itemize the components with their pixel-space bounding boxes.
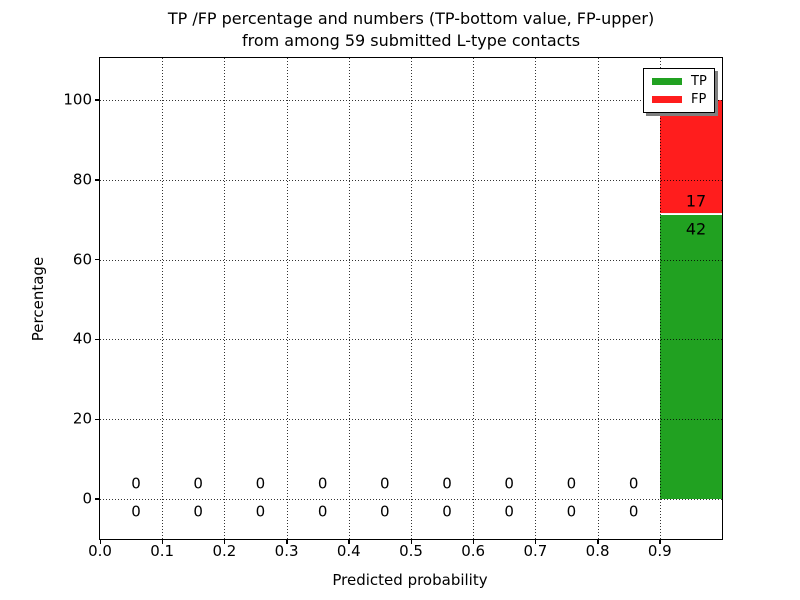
y-axis-label: Percentage — [29, 256, 47, 342]
tp-count-label: 0 — [566, 502, 577, 521]
x-tick-label: 0.5 — [399, 542, 423, 560]
tp-count-label: 0 — [193, 502, 203, 521]
gridline-x07 — [535, 58, 537, 539]
x-tick-mark — [161, 539, 164, 544]
fp-bar — [660, 100, 722, 214]
tp-count-label: 0 — [131, 502, 141, 521]
tp-count-label: 0 — [317, 502, 328, 521]
fp-count-label: 0 — [628, 474, 639, 493]
tp-bar — [660, 214, 722, 499]
legend-item-tp: TP — [652, 75, 714, 88]
gridline-x09 — [659, 58, 661, 539]
fp-count-label: 0 — [317, 474, 328, 493]
fp-count-label: 0 — [442, 474, 452, 493]
gridline-x08 — [597, 58, 599, 539]
fp-count-label: 0 — [504, 474, 514, 493]
tp-count-label: 0 — [504, 502, 514, 521]
x-tick-label: 0.8 — [585, 542, 610, 560]
tp-count-label: 0 — [255, 502, 266, 521]
y-tick-label: 20 — [72, 409, 92, 428]
gridline-x06 — [473, 58, 475, 539]
chart-title: TP /FP percentage and numbers (TP-bottom… — [100, 8, 722, 52]
x-tick-mark — [99, 539, 101, 544]
x-tick-label: 0.4 — [336, 542, 361, 560]
x-tick-mark — [534, 539, 537, 544]
fp-count-label: 0 — [131, 474, 141, 493]
y-tick-label: 40 — [72, 329, 92, 348]
chart-title-line2: from among 59 submitted L-type contacts — [241, 31, 581, 50]
x-tick-mark — [348, 539, 350, 544]
fp-bar-count-label: 17 — [685, 191, 707, 211]
tp-swatch-icon — [652, 78, 682, 85]
tp-bar-count-label: 42 — [685, 219, 707, 239]
y-tick-mark — [95, 99, 100, 101]
legend-box: TP FP — [643, 68, 715, 113]
y-tick-label: 80 — [72, 170, 92, 189]
x-tick-label: 0.6 — [461, 542, 486, 560]
tp-count-label: 0 — [442, 502, 452, 521]
x-tick-mark — [286, 539, 288, 544]
x-tick-mark — [472, 539, 475, 544]
y-tick-mark — [95, 179, 100, 181]
gridline-x03 — [286, 58, 288, 539]
legend-label-tp: TP — [691, 74, 707, 89]
x-tick-mark — [659, 539, 661, 544]
y-tick-mark — [95, 498, 100, 500]
y-tick-mark — [95, 418, 100, 420]
fp-count-label: 0 — [193, 474, 203, 493]
legend-item-fp: FP — [652, 93, 714, 106]
tp-count-label: 0 — [628, 502, 639, 521]
x-tick-mark — [410, 539, 412, 544]
y-tick-mark — [95, 258, 100, 261]
x-tick-label: 0.1 — [150, 542, 175, 560]
legend-label-fp: FP — [691, 92, 707, 107]
fp-count-label: 0 — [566, 474, 577, 493]
x-tick-label: 0.9 — [647, 542, 672, 560]
fp-swatch-icon — [652, 96, 682, 103]
chart-title-line1: TP /FP percentage and numbers (TP-bottom… — [167, 9, 655, 28]
x-axis-label: Predicted probability — [332, 571, 488, 589]
x-tick-label: 0.2 — [212, 542, 237, 560]
gridline-x04 — [348, 58, 350, 539]
fp-count-label: 0 — [380, 474, 390, 493]
y-tick-label: 60 — [72, 250, 92, 269]
x-tick-label: 0.0 — [88, 542, 112, 560]
gridline-x02 — [224, 58, 226, 539]
y-tick-mark — [95, 338, 100, 341]
y-tick-label: 0 — [82, 489, 92, 508]
gridline-x01 — [162, 58, 164, 539]
tp-count-label: 0 — [380, 502, 390, 521]
x-tick-label: 0.7 — [523, 542, 548, 560]
x-tick-label: 0.3 — [274, 542, 299, 560]
plot-area: 0 0 0 0 0 0 0 0 0 0 0 0 0 0 0 0 0 0 17 4… — [95, 57, 723, 544]
x-tick-mark — [597, 539, 599, 544]
x-tick-mark — [223, 539, 226, 544]
gridline-x05 — [411, 58, 412, 539]
y-tick-label: 100 — [63, 90, 92, 109]
fp-count-label: 0 — [255, 474, 266, 493]
